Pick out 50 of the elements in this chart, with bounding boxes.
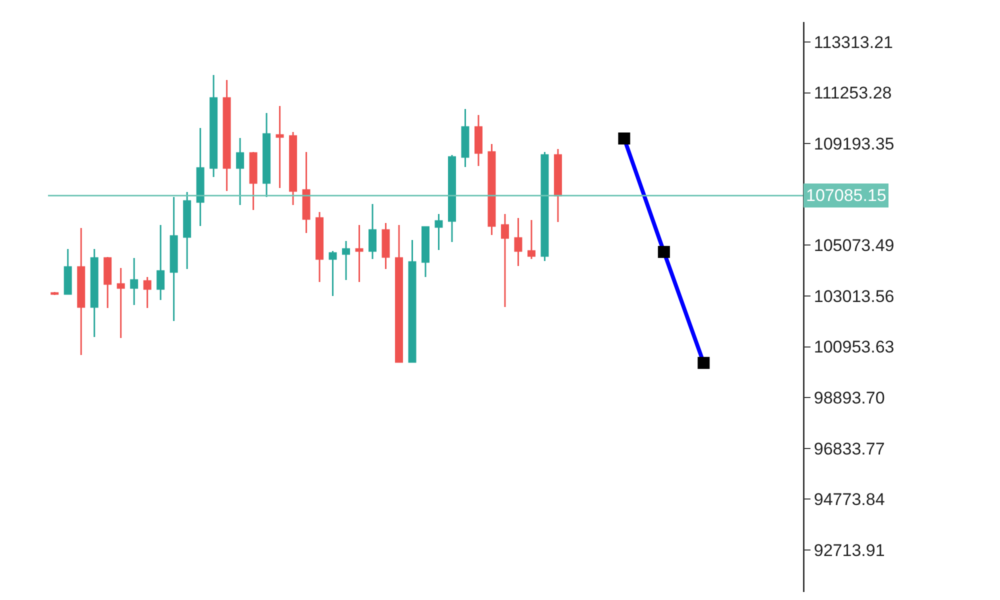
candlestick (130, 257, 138, 306)
candlestick (156, 224, 165, 301)
y-tick-label: 103013.56 (814, 286, 894, 306)
candlestick (368, 203, 377, 260)
candlestick (183, 191, 192, 270)
candlestick (540, 151, 549, 262)
candlestick (448, 154, 456, 243)
candlestick (77, 227, 86, 356)
candlestick (461, 108, 470, 168)
candlestick (116, 267, 125, 339)
candlestick (474, 114, 482, 167)
y-tick-label: 98893.70 (814, 388, 885, 408)
y-tick-label: 92713.91 (814, 540, 885, 560)
candlestick (500, 213, 509, 308)
candlestick (316, 211, 324, 283)
candlestick (236, 137, 244, 206)
candlestick (50, 291, 59, 296)
candlestick (90, 248, 98, 338)
candlestick (554, 148, 562, 223)
candlestick (170, 196, 178, 322)
candlestick (342, 240, 350, 281)
candlestick (355, 224, 364, 283)
y-tick-label: 113313.21 (814, 32, 894, 52)
candlestick (143, 276, 152, 309)
candlestick (210, 74, 218, 178)
candlestick (64, 248, 72, 295)
y-tick-label: 105073.49 (814, 236, 894, 256)
candlestick (276, 105, 284, 189)
candlestick (196, 127, 204, 227)
y-tick-label: 111253.28 (814, 84, 892, 103)
y-tick-label: 96833.77 (814, 439, 885, 458)
y-tick-label: 94773.84 (814, 490, 885, 510)
candlestick (514, 217, 522, 267)
candlestick (104, 256, 112, 309)
candlestick (488, 143, 496, 236)
candlestick (527, 219, 536, 260)
candlestick (302, 151, 310, 234)
candlestick (382, 222, 390, 270)
candlestick (249, 151, 258, 211)
candlestick (408, 239, 416, 363)
candlestick (289, 131, 298, 206)
ref-line-label: 107085.15 (806, 186, 886, 205)
candlestick (434, 213, 443, 251)
y-tick-label: 109193.35 (814, 134, 894, 154)
y-tick-label: 100953.63 (814, 338, 894, 357)
candlestick (262, 112, 271, 198)
candlestick (422, 226, 430, 278)
candlestick (328, 250, 337, 297)
candlestick (395, 224, 403, 363)
candlestick (222, 79, 231, 192)
